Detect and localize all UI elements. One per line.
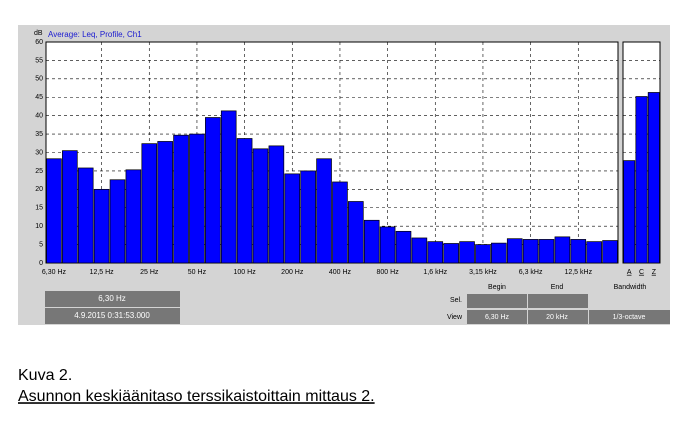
bar <box>252 148 269 264</box>
cell <box>467 310 527 324</box>
cell <box>467 294 527 308</box>
bar <box>77 167 94 264</box>
bar <box>348 201 364 264</box>
bar <box>522 239 539 264</box>
bar <box>125 169 142 264</box>
y-tick-label: 20 <box>35 186 43 193</box>
cell <box>528 310 588 324</box>
y-axis-label: dB <box>34 30 43 37</box>
bar <box>268 145 285 264</box>
bar <box>570 239 587 264</box>
cursor-box <box>45 308 180 324</box>
row-label: Sel. <box>450 297 462 304</box>
bar <box>141 143 158 264</box>
cell-text: 20 kHz <box>546 314 568 321</box>
cursor-time: 4.9.2015 0:31:53.000 <box>74 311 150 320</box>
cell <box>528 294 588 308</box>
column-header: Bandwidth <box>614 284 647 291</box>
x-tick-label: A <box>627 269 632 276</box>
bar <box>236 138 253 264</box>
caption-number: Kuva 2. <box>18 367 72 384</box>
x-tick-label: 50 Hz <box>188 269 207 276</box>
cell-text: 1/3-octave <box>613 314 646 321</box>
bar <box>363 219 380 264</box>
cell <box>589 310 670 324</box>
x-tick-label: Z <box>652 269 657 276</box>
y-tick-label: 5 <box>39 241 43 248</box>
y-tick-label: 45 <box>35 94 43 101</box>
bar <box>475 244 491 264</box>
bar <box>586 241 602 264</box>
row-label: View <box>447 314 463 321</box>
x-tick-label: 100 Hz <box>234 269 257 276</box>
x-tick-label: 800 Hz <box>377 269 400 276</box>
bar <box>635 96 648 264</box>
x-tick-label: 12,5 Hz <box>90 269 115 276</box>
x-tick-label: 1,6 kHz <box>423 269 447 276</box>
x-tick-label: 6,3 kHz <box>519 269 543 276</box>
x-tick-label: 6,30 Hz <box>42 269 67 276</box>
column-header: Begin <box>488 284 506 291</box>
cell-text: 6,30 Hz <box>485 314 510 321</box>
x-tick-label: 12,5 kHz <box>564 269 592 276</box>
bar <box>284 173 301 264</box>
x-tick-label: 200 Hz <box>281 269 304 276</box>
bar <box>93 188 110 264</box>
bar <box>647 92 660 264</box>
y-tick-label: 0 <box>39 260 43 267</box>
y-tick-label: 35 <box>35 131 43 138</box>
bar <box>623 160 636 264</box>
bar <box>538 239 555 264</box>
bar <box>554 236 571 264</box>
bar <box>205 117 221 264</box>
bar <box>300 170 316 264</box>
bar <box>411 237 428 264</box>
bar <box>62 150 78 264</box>
x-tick-label: 3,15 kHz <box>469 269 497 276</box>
bar <box>220 110 237 264</box>
bar <box>427 241 444 264</box>
column-header: End <box>551 284 564 291</box>
chart-title: Average: Leq, Profile, Ch1 <box>48 30 142 39</box>
bar <box>379 226 396 264</box>
bar <box>506 238 523 264</box>
x-tick-label: 400 Hz <box>329 269 352 276</box>
caption-text: Asunnon keskiäänitaso terssikaistoittain… <box>18 388 375 405</box>
bar <box>491 242 507 264</box>
bar <box>332 181 348 264</box>
bar <box>109 179 126 264</box>
x-tick-label: 25 Hz <box>140 269 159 276</box>
y-tick-label: 55 <box>35 57 43 64</box>
y-tick-label: 15 <box>35 205 43 212</box>
y-tick-label: 40 <box>35 113 43 120</box>
bar <box>395 230 412 264</box>
y-tick-label: 25 <box>35 168 43 175</box>
bar <box>189 133 205 264</box>
cursor-frequency: 6,30 Hz <box>98 294 126 303</box>
x-tick-label: C <box>639 269 644 276</box>
y-tick-label: 60 <box>35 39 43 46</box>
bar <box>173 134 189 264</box>
cursor-box <box>45 291 180 307</box>
bar <box>157 141 173 264</box>
bar <box>459 241 475 264</box>
bar <box>46 158 62 264</box>
bar <box>443 243 459 264</box>
y-tick-label: 30 <box>35 149 43 156</box>
bar <box>602 240 618 264</box>
y-tick-label: 10 <box>35 223 43 230</box>
bar <box>316 158 332 264</box>
y-tick-label: 50 <box>35 76 43 83</box>
